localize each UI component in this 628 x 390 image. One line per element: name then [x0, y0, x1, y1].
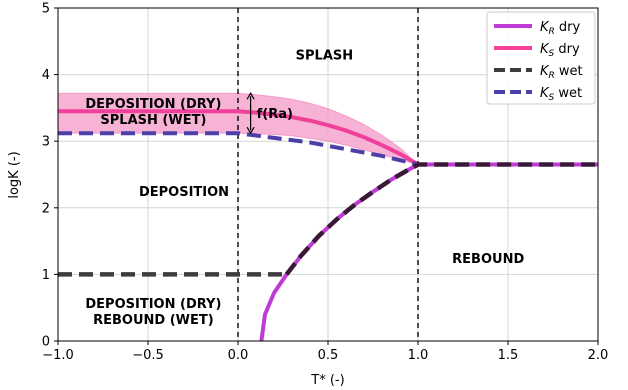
range-arrow-head-up — [246, 92, 255, 100]
legend-label: KS dry — [540, 42, 580, 59]
x-tick-label: 1.0 — [408, 348, 429, 363]
y-tick-label: 2 — [42, 201, 50, 216]
x-tick-label: 2.0 — [588, 348, 609, 363]
legend-label: KR wet — [540, 64, 583, 81]
series-ks-wet — [58, 131, 419, 167]
region-label-line: DEPOSITION (DRY) — [85, 97, 221, 112]
region-label-rebound: REBOUND — [452, 252, 524, 267]
x-tick-label: −1.0 — [42, 348, 74, 363]
region-label-line: SPLASH — [296, 49, 353, 64]
region-label-line: SPLASH (WET) — [100, 113, 206, 128]
series-ks-dry — [58, 109, 420, 167]
f-ra-label: f(Ra) — [257, 107, 293, 122]
annotations: f(Ra) — [246, 92, 293, 135]
series-lines — [58, 109, 598, 341]
legend-label: KS wet — [540, 86, 582, 103]
region-label-line: REBOUND (WET) — [93, 313, 214, 328]
legend-item-kr-wet: KR wet — [494, 64, 583, 81]
legend: KR dry KS dry KR wet KS wet — [486, 11, 596, 105]
y-tick-label: 4 — [42, 68, 50, 83]
x-tick-label: 0.0 — [228, 348, 249, 363]
y-tick-label: 0 — [42, 335, 50, 350]
y-tick-label: 5 — [42, 2, 50, 17]
range-arrow-head-down — [246, 126, 255, 135]
legend-item-ks-dry: KS dry — [494, 42, 580, 59]
y-tick-label: 3 — [42, 135, 50, 150]
region-label-deposition: DEPOSITION — [139, 185, 229, 200]
series-kr-dry — [259, 162, 598, 341]
legend-item-kr-dry: KR dry — [494, 20, 581, 37]
y-tick-label: 1 — [42, 268, 50, 283]
region-label-line: REBOUND — [452, 252, 524, 267]
legend-item-ks-wet: KS wet — [494, 86, 582, 103]
x-tick-label: −0.5 — [132, 348, 164, 363]
legend-label: KR dry — [540, 20, 581, 37]
region-label-deposition-dry-rebound-wet: DEPOSITION (DRY)REBOUND (WET) — [85, 297, 221, 328]
region-label-line: DEPOSITION (DRY) — [85, 297, 221, 312]
axis-ticks: −1.0 −0.5 0.0 0.5 1.0 1.5 2.0 0 1 2 3 4 5 — [42, 2, 609, 364]
legend-box — [486, 11, 596, 105]
region-label-deposition-dry-splash-wet: DEPOSITION (DRY)SPLASH (WET) — [85, 97, 221, 128]
x-axis-label: T* (-) — [310, 373, 344, 388]
x-tick-label: 0.5 — [318, 348, 339, 363]
region-label-line: DEPOSITION — [139, 185, 229, 200]
x-tick-label: 1.5 — [498, 348, 519, 363]
regime-boundaries — [237, 8, 419, 341]
region-label-splash: SPLASH — [296, 49, 353, 64]
y-axis-label: logK (-) — [7, 151, 22, 198]
series-kr-wet-shared — [284, 162, 598, 276]
